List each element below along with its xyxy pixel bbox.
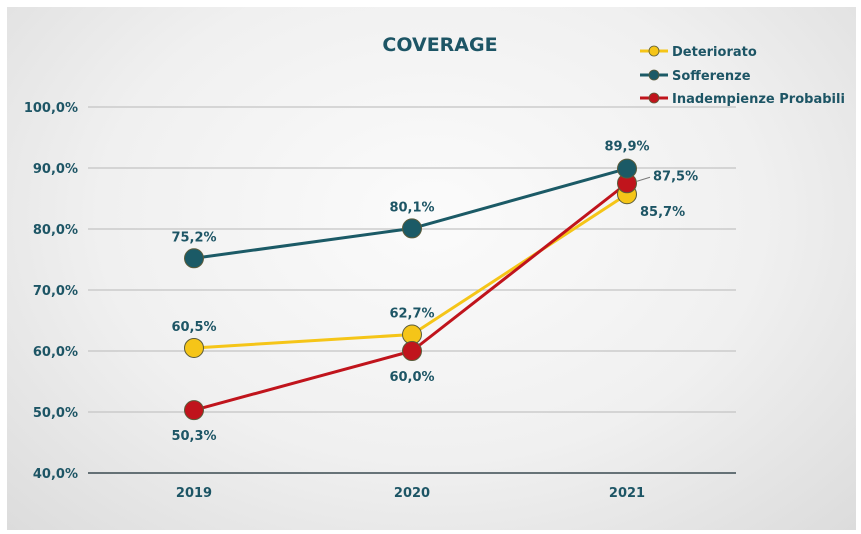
y-tick-label: 50,0% — [33, 406, 78, 421]
data-point — [184, 337, 204, 358]
data-label: 87,5% — [653, 169, 698, 184]
data-point — [402, 218, 422, 239]
data-label: 50,3% — [171, 429, 216, 444]
legend-marker — [648, 92, 660, 104]
data-label: 60,0% — [389, 370, 434, 385]
data-labels: 60,5% 62,7% 85,7% 75,2% 80,1% 89,9% 50,3% 60,0%… — [171, 140, 698, 445]
chart-title: COVERAGE — [382, 34, 497, 56]
y-tick-label: 40,0% — [33, 467, 78, 482]
chart-panel — [7, 7, 856, 530]
data-point — [402, 341, 422, 361]
data-label: 85,7% — [640, 205, 685, 220]
y-tick-label: 90,0% — [33, 162, 78, 177]
x-axis-ticks: 2019 2020 2021 — [176, 486, 645, 501]
legend-label: Deteriorato — [672, 45, 757, 60]
data-label: 62,7% — [389, 307, 434, 322]
gridlines — [88, 106, 736, 474]
leader-line — [636, 176, 651, 182]
data-point — [617, 158, 637, 179]
y-axis-ticks: 40,0% 50,0% 60,0% 70,0% 80,0% 90,0% 100,0% — [24, 101, 78, 482]
data-label: 60,5% — [171, 320, 216, 335]
x-tick-label: 2021 — [609, 486, 645, 501]
series-points — [184, 158, 637, 421]
data-label: 80,1% — [389, 200, 434, 215]
legend-marker — [648, 45, 660, 57]
data-point — [184, 248, 204, 269]
legend-marker — [648, 69, 660, 81]
y-tick-label: 80,0% — [33, 223, 78, 238]
legend-label: Inadempienze Probabili — [672, 92, 845, 107]
y-tick-label: 100,0% — [24, 101, 78, 116]
y-tick-label: 70,0% — [33, 284, 78, 299]
x-tick-label: 2020 — [394, 486, 430, 501]
data-label: 75,2% — [171, 230, 216, 245]
x-tick-label: 2019 — [176, 486, 212, 501]
legend: Deteriorato Sofferenze Inadempienze Probab… — [640, 45, 845, 107]
y-tick-label: 60,0% — [33, 345, 78, 360]
data-point — [184, 400, 204, 421]
data-label: 89,9% — [604, 140, 649, 155]
legend-label: Sofferenze — [672, 69, 751, 84]
